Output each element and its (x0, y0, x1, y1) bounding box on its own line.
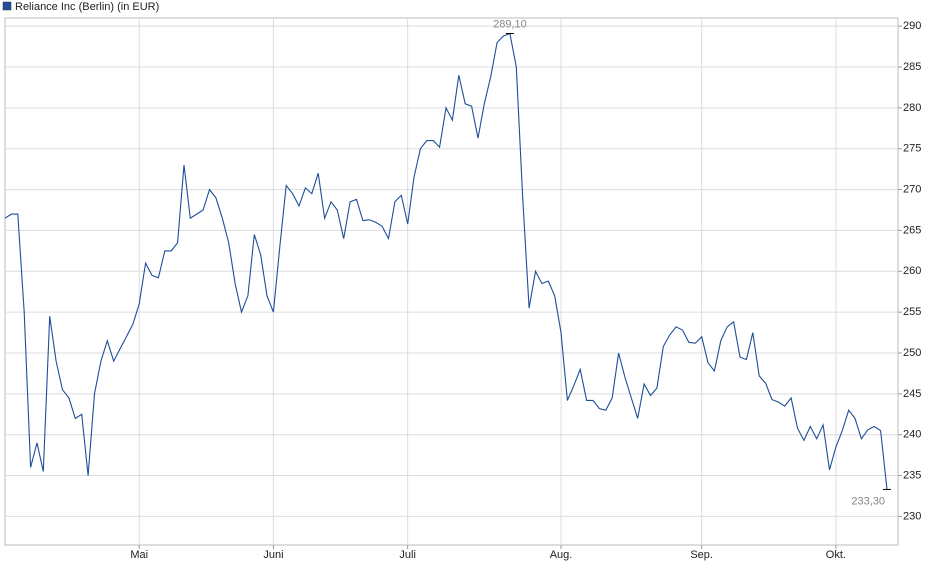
x-tick-label: Mai (130, 549, 148, 561)
y-tick-label: 245 (903, 388, 921, 400)
y-tick-label: 270 (903, 183, 921, 195)
legend-label: Reliance Inc (Berlin) (in EUR) (15, 1, 159, 13)
y-tick-label: 280 (903, 102, 921, 114)
y-tick-label: 255 (903, 306, 921, 318)
y-tick-label: 230 (903, 510, 921, 522)
y-tick-label: 260 (903, 265, 921, 277)
y-tick-label: 235 (903, 469, 921, 481)
y-tick-label: 275 (903, 143, 921, 155)
x-tick-label: Juni (263, 549, 283, 561)
y-tick-label: 285 (903, 61, 921, 73)
x-tick-label: Juli (399, 549, 416, 561)
x-tick-label: Okt. (826, 549, 846, 561)
y-tick-label: 240 (903, 429, 921, 441)
x-tick-label: Sep. (690, 549, 713, 561)
value-label: 233,30 (851, 495, 885, 507)
price-line (4, 32, 888, 490)
plot-frame (4, 17, 899, 546)
value-label: 289,10 (493, 18, 527, 30)
y-tick-label: 265 (903, 224, 921, 236)
y-tick-label: 290 (903, 20, 921, 32)
legend-swatch (2, 1, 12, 11)
x-tick-label: Aug. (550, 549, 573, 561)
y-tick-label: 250 (903, 347, 921, 359)
